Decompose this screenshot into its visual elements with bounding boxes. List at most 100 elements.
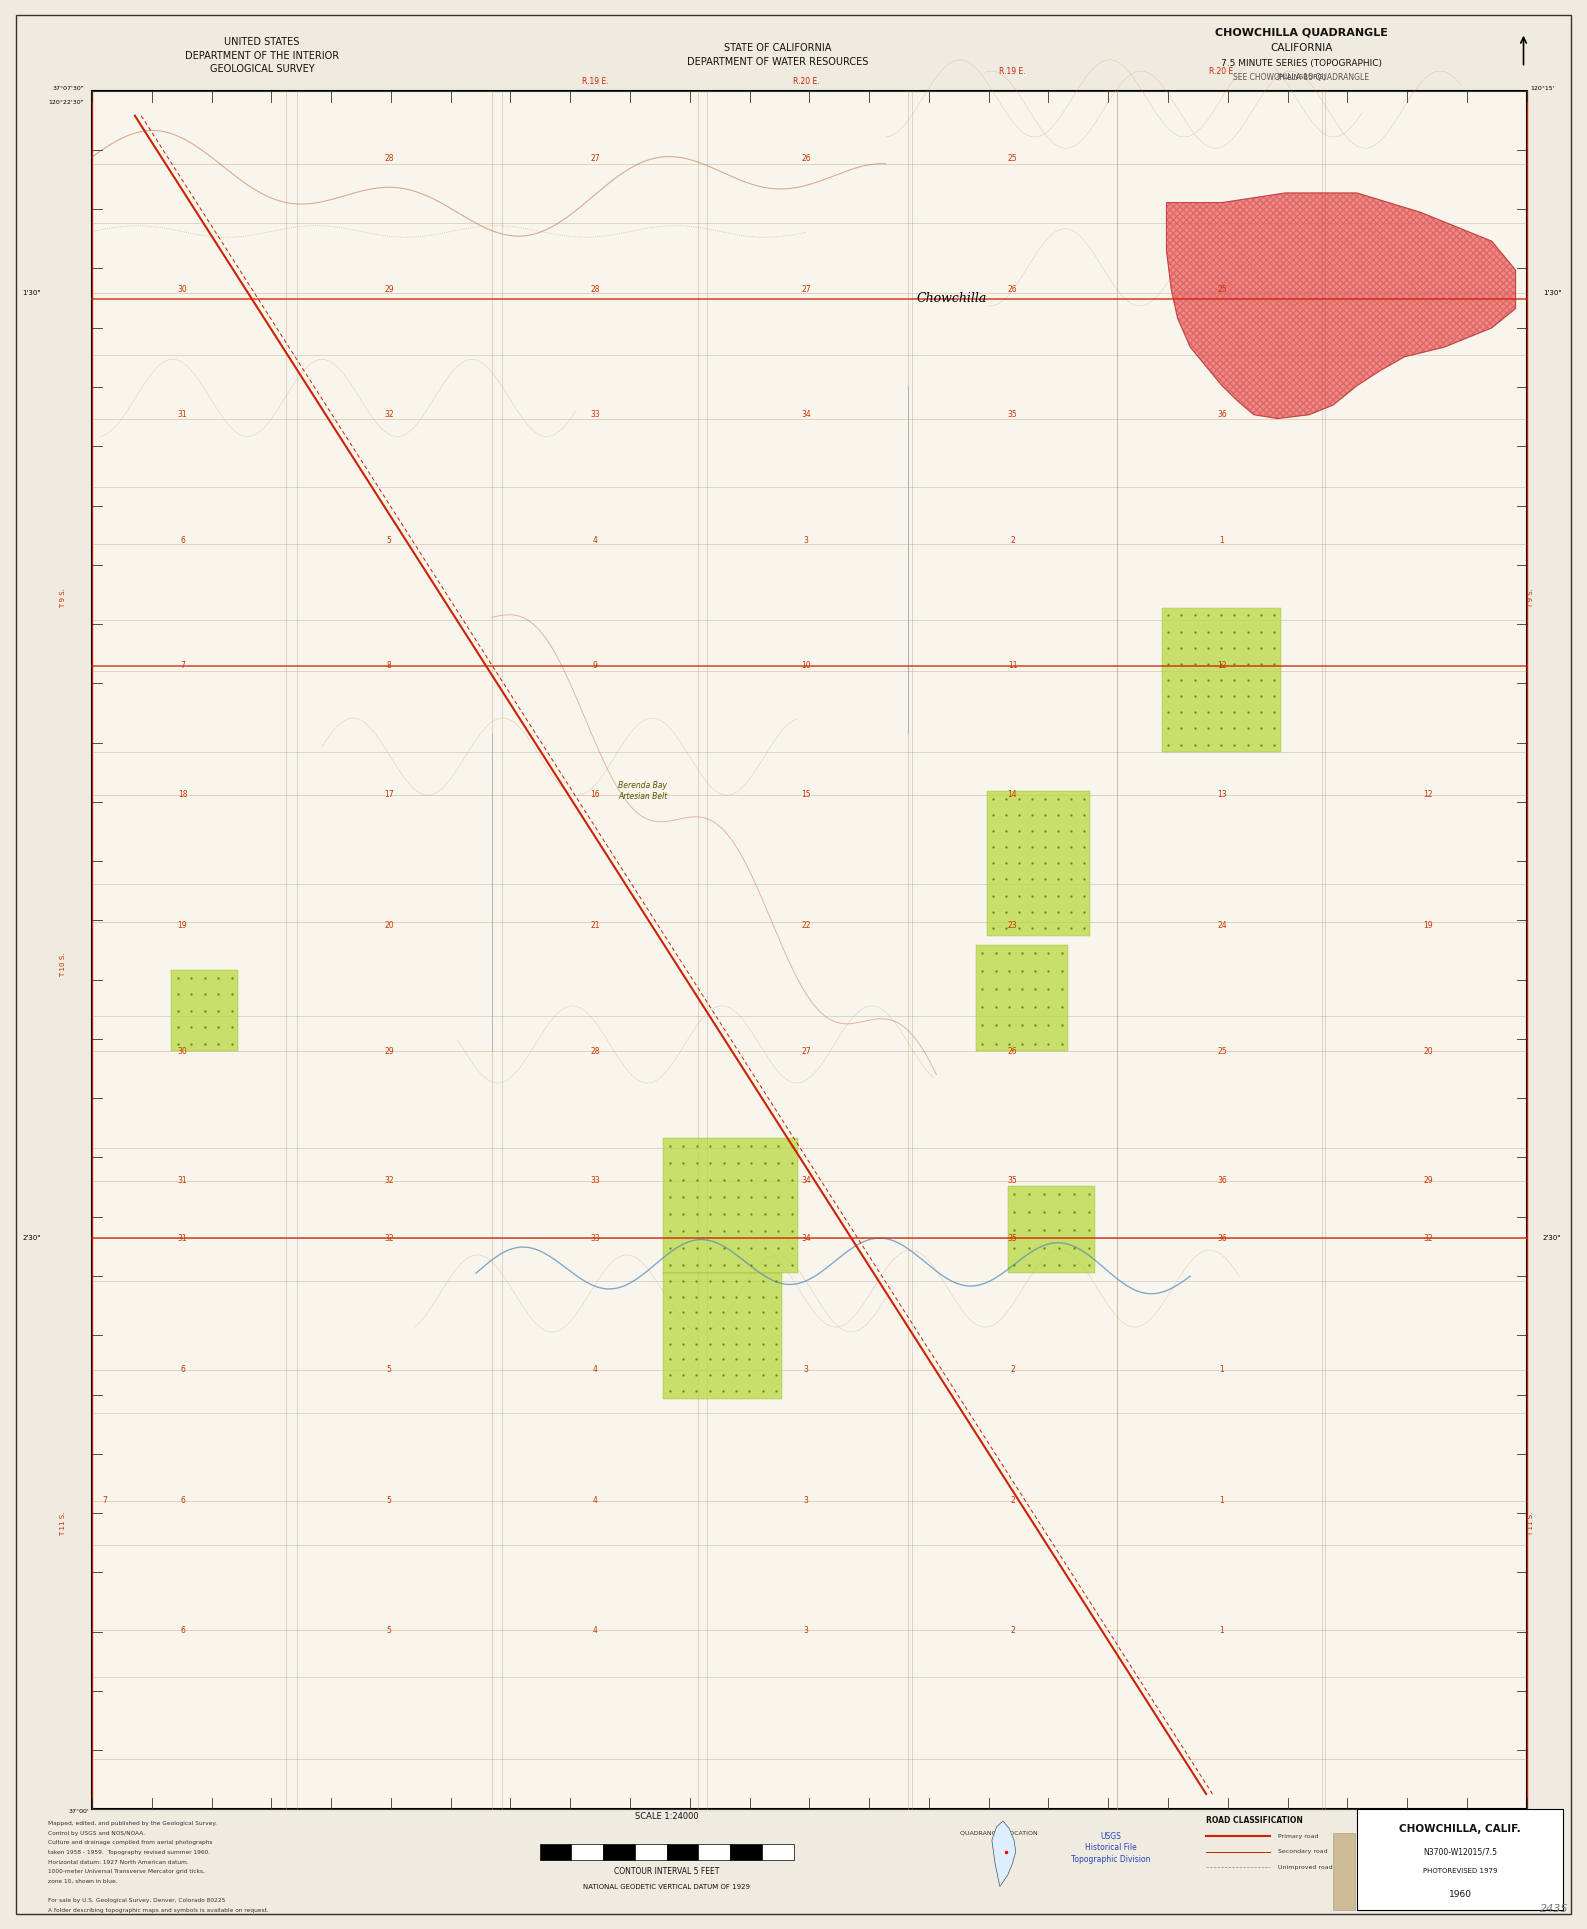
Text: 25: 25 [1217,1047,1227,1055]
Text: N3700-W12015/7.5: N3700-W12015/7.5 [1424,1848,1497,1856]
Text: 26: 26 [801,154,811,162]
Text: Berenda Bay
Artesian Belt: Berenda Bay Artesian Belt [617,781,668,801]
Text: USGS
Historical File
Topographic Division: USGS Historical File Topographic Divisio… [1071,1833,1151,1863]
Text: SEE CHOWCHILLA 15 QUADRANGLE: SEE CHOWCHILLA 15 QUADRANGLE [1233,73,1370,81]
Text: 120°22'30": 120°22'30" [49,100,84,106]
Text: 32: 32 [384,1177,394,1184]
Text: 20: 20 [1424,1047,1433,1055]
Bar [762,1844,794,1860]
Bar [663,1138,798,1273]
Text: 24: 24 [1217,922,1227,930]
Text: 34: 34 [801,411,811,419]
Text: 12: 12 [1217,662,1227,669]
Text: 28: 28 [590,285,600,293]
Bar [1357,1809,1563,1910]
Bar [171,970,238,1051]
Text: 1'30": 1'30" [1543,289,1562,297]
Text: 20: 20 [384,922,394,930]
Text: QUADRANGLE LOCATION: QUADRANGLE LOCATION [960,1831,1038,1834]
Bar [571,1844,603,1860]
Text: 4: 4 [592,1626,598,1634]
Text: R.20 E.: R.20 E. [794,77,819,85]
Text: 6: 6 [179,536,186,544]
Text: T 11 S.: T 11 S. [60,1512,67,1535]
Text: PHOTOREVISED 1979: PHOTOREVISED 1979 [1424,1867,1497,1875]
Text: 33: 33 [590,411,600,419]
Text: 10: 10 [801,662,811,669]
Text: 12: 12 [1424,791,1433,799]
Text: zone 10, shown in blue.: zone 10, shown in blue. [48,1879,117,1885]
Bar [1008,1186,1095,1273]
Text: 17: 17 [384,791,394,799]
Text: 5: 5 [386,1366,392,1373]
Text: CHOWCHILLA, CALIF.: CHOWCHILLA, CALIF. [1400,1823,1520,1834]
Text: 26: 26 [1008,285,1017,293]
Bar [976,945,1068,1051]
Text: 34: 34 [801,1177,811,1184]
Text: SCALE 1:24000: SCALE 1:24000 [635,1811,698,1821]
Text: Horizontal datum: 1927 North American datum.: Horizontal datum: 1927 North American da… [48,1860,189,1865]
Text: Primary road: Primary road [1278,1834,1319,1838]
Text: 29: 29 [1424,1177,1433,1184]
Text: 37°07'30": 37°07'30" [52,85,84,91]
Text: 31: 31 [178,411,187,419]
Bar [1162,608,1281,752]
Text: taken 1958 - 1959.  Topography revised summer 1960.: taken 1958 - 1959. Topography revised su… [48,1850,209,1856]
Text: 31: 31 [178,1177,187,1184]
Text: 3: 3 [803,1366,809,1373]
Text: DEPARTMENT OF WATER RESOURCES: DEPARTMENT OF WATER RESOURCES [687,56,868,68]
Text: 3: 3 [803,1497,809,1505]
Bar [663,1273,782,1399]
Text: 25: 25 [1008,154,1017,162]
Text: Control by USGS and NOS/NOAA.: Control by USGS and NOS/NOAA. [48,1831,144,1836]
Text: 8: 8 [387,662,390,669]
Text: R.20 E.: R.20 E. [1209,68,1235,75]
Text: 22: 22 [801,922,811,930]
Text: 120°15': 120°15' [1530,85,1554,91]
Text: 9: 9 [592,662,598,669]
Text: DEPARTMENT OF THE INTERIOR: DEPARTMENT OF THE INTERIOR [184,50,340,62]
Text: 27: 27 [590,154,600,162]
Text: 36: 36 [1217,1177,1227,1184]
Text: 2: 2 [1011,1366,1014,1373]
Text: 13: 13 [1217,791,1227,799]
Text: 32: 32 [1424,1235,1433,1242]
Polygon shape [992,1821,1016,1887]
Text: 23: 23 [1008,922,1017,930]
Text: 7.5 MINUTE SERIES (TOPOGRAPHIC): 7.5 MINUTE SERIES (TOPOGRAPHIC) [1220,60,1382,68]
Text: 15: 15 [801,791,811,799]
Text: 35: 35 [1008,1235,1017,1242]
Text: 7: 7 [102,1497,108,1505]
Text: 6: 6 [179,1626,186,1634]
Text: 3: 3 [803,1626,809,1634]
Text: Secondary road: Secondary road [1278,1850,1327,1854]
Text: 29: 29 [384,1047,394,1055]
Text: T 9 S.: T 9 S. [60,588,67,608]
Text: 2'30": 2'30" [1543,1235,1562,1242]
Text: 26: 26 [1008,1047,1017,1055]
Bar [698,1844,730,1860]
Text: Unimproved road: Unimproved road [1278,1865,1331,1869]
Text: GEOLOGICAL SURVEY: GEOLOGICAL SURVEY [209,64,314,75]
Text: For sale by U.S. Geological Survey, Denver, Colorado 80225: For sale by U.S. Geological Survey, Denv… [48,1898,225,1904]
Text: 27: 27 [801,285,811,293]
Text: 36: 36 [1217,411,1227,419]
Text: 32: 32 [384,1235,394,1242]
Text: 5: 5 [386,536,392,544]
Text: Mapped, edited, and published by the Geological Survey.: Mapped, edited, and published by the Geo… [48,1821,216,1827]
Text: CHOWCHILLA QUADRANGLE: CHOWCHILLA QUADRANGLE [1216,27,1387,39]
Text: STATE OF CALIFORNIA: STATE OF CALIFORNIA [724,42,832,54]
Text: 18: 18 [178,791,187,799]
Text: 31: 31 [178,1235,187,1242]
Bar [540,1844,571,1860]
Bar [1333,1833,1355,1910]
Text: 11: 11 [1008,662,1017,669]
Text: UNITED STATES: UNITED STATES [224,37,300,48]
Text: 1000-meter Universal Transverse Mercator grid ticks,: 1000-meter Universal Transverse Mercator… [48,1869,205,1875]
Text: 2: 2 [1011,536,1014,544]
Text: 16: 16 [590,791,600,799]
Text: 1: 1 [1220,1366,1224,1373]
Bar [603,1844,635,1860]
Text: 34: 34 [801,1235,811,1242]
Text: 19: 19 [178,922,187,930]
